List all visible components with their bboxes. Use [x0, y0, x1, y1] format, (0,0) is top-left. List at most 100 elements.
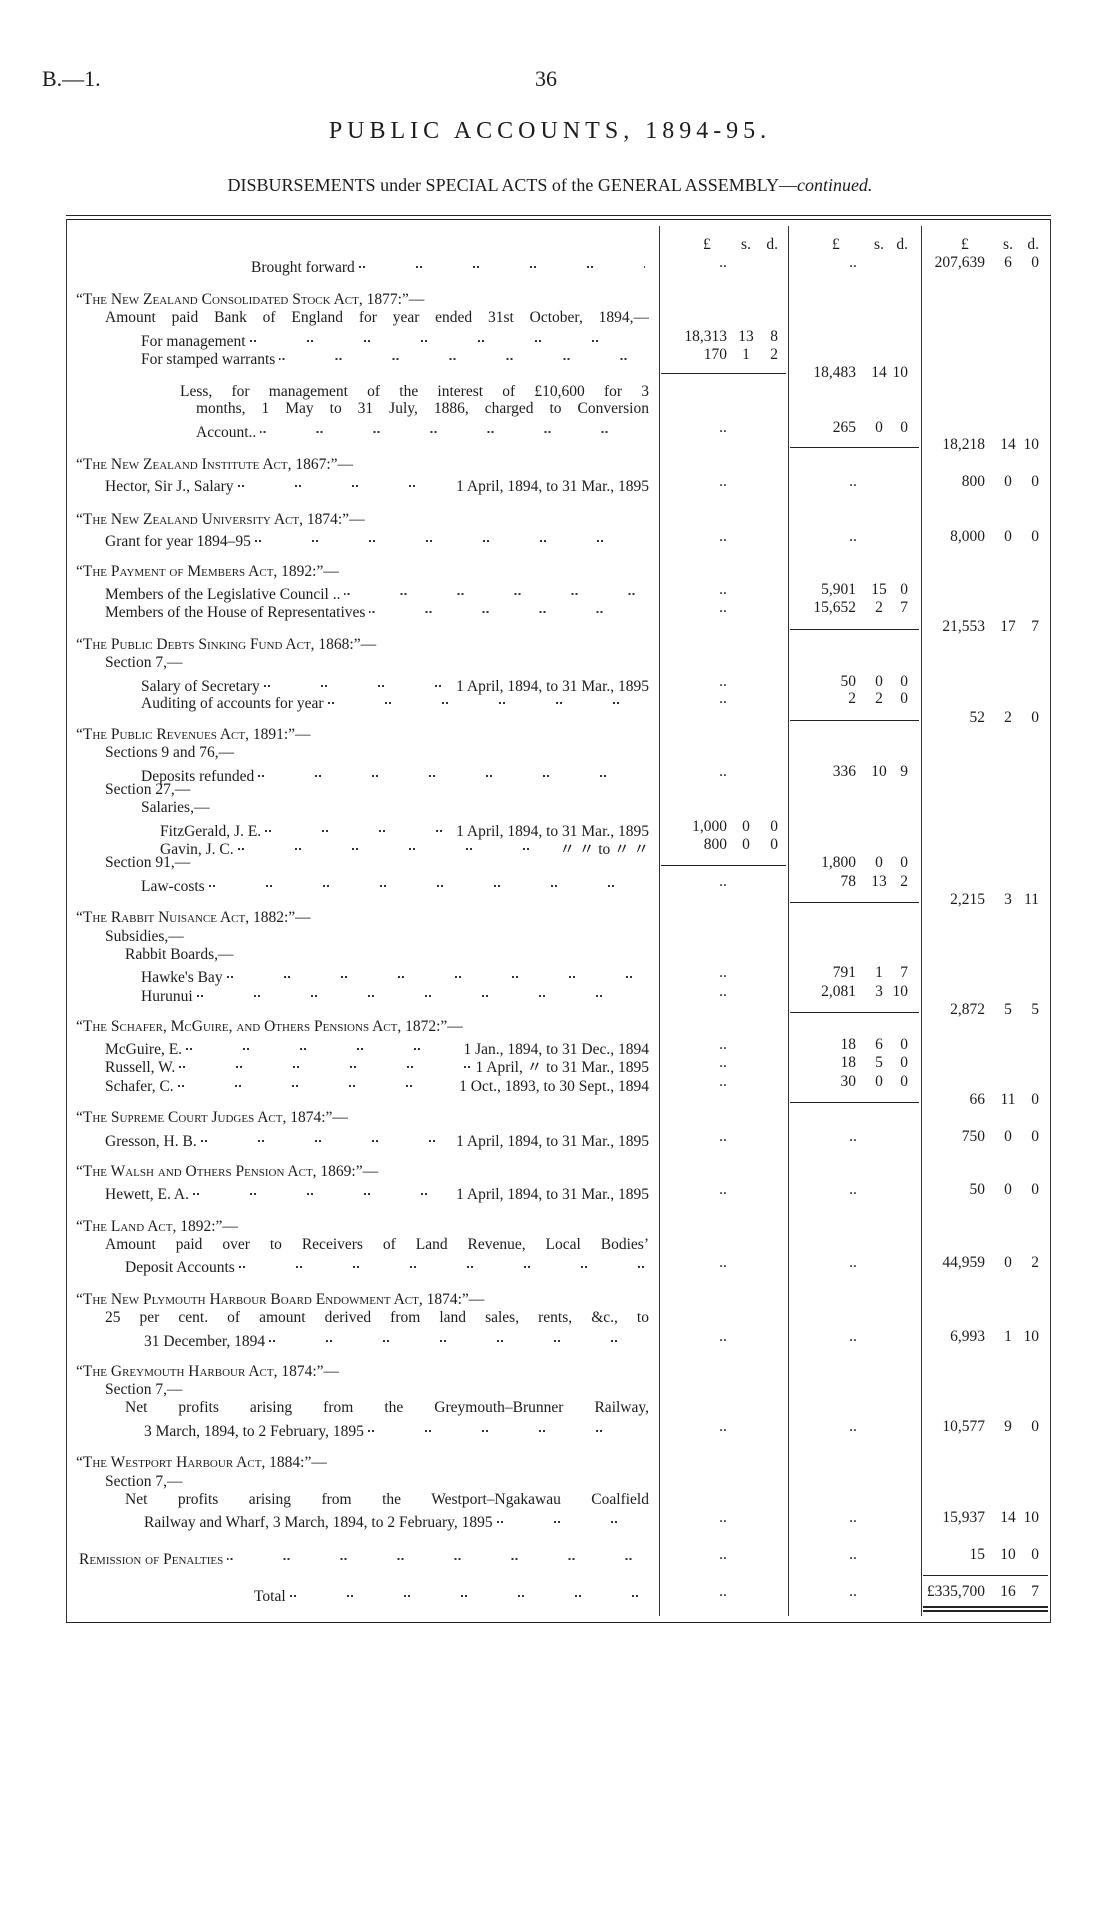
empty-amount-dots: .. [849, 1254, 857, 1271]
amount-pence: 0 [900, 854, 908, 871]
amount-pence: 0 [900, 1073, 908, 1090]
amount-pounds: 15,937 [942, 1509, 985, 1526]
amount-shillings: 0 [742, 818, 750, 835]
amount-shillings: 10 [1000, 1546, 1016, 1563]
amount-shillings: 0 [742, 836, 750, 853]
row-label: Total [254, 1588, 286, 1605]
row-label: Amount paid Bank of England for year end… [105, 309, 649, 326]
amount-pounds: 18,218 [942, 436, 985, 453]
empty-amount-dots: .. [719, 599, 727, 616]
row-label: “The Payment of Members Act, 1892:”— [76, 563, 339, 580]
pence-header: d. [1027, 236, 1039, 253]
subtotal-rule [923, 1575, 1048, 1576]
amount-pence: 0 [900, 1036, 908, 1053]
amount-pounds: 30 [840, 1073, 857, 1090]
table-left-border [66, 219, 67, 1622]
row-label: Law-costs [141, 878, 205, 895]
amount-pounds: £335,700 [926, 1583, 985, 1600]
row-label: “The Rabbit Nuisance Act, 1882:”— [76, 909, 311, 926]
act-heading: “The Supreme Court Judges Act, 1874:”— [76, 1109, 649, 1127]
amount-pounds: 5,901 [821, 581, 856, 598]
dot-leader [369, 599, 645, 617]
subtotal-rule [661, 865, 786, 866]
amount-shillings: 0 [1004, 1181, 1012, 1198]
amount-shillings: 6 [875, 1036, 883, 1053]
dot-leader [177, 1073, 456, 1091]
row-label: “The Schafer, McGuire, and Others Pensio… [76, 1018, 463, 1035]
act-heading: “The Public Revenues Act, 1891:”— [76, 726, 649, 744]
total-double-rule [923, 1606, 1048, 1608]
row-description: Members of the Legislative Council .. [105, 581, 649, 603]
amount-shillings: 1 [742, 346, 750, 363]
table-top-rule [66, 215, 1051, 216]
amount-shillings: 0 [875, 673, 883, 690]
row-description: Remission of Penalties [79, 1546, 649, 1568]
amount-pence: 0 [1031, 1418, 1039, 1435]
amount-shillings: 3 [875, 983, 883, 1000]
amount-pounds: 2,081 [821, 983, 856, 1000]
pound-header: £ [703, 236, 711, 253]
row-label: Section 7,— [105, 654, 183, 671]
amount-pence: 0 [1031, 1091, 1039, 1108]
amount-shillings: 16 [1000, 1583, 1016, 1600]
row-label: Brought forward [251, 259, 355, 276]
row-period: 1 April, 1894, to 31 Mar., 1895 [456, 1133, 649, 1150]
empty-amount-dots: .. [719, 983, 727, 1000]
row-label: “The New Zealand Institute Act, 1867:”— [76, 456, 354, 473]
dot-leader [265, 818, 453, 836]
amount-pence: 0 [900, 690, 908, 707]
dot-leader [192, 1181, 453, 1199]
row-description: FitzGerald, J. E. 1 April, 1894, to 31 Ma… [160, 818, 649, 840]
row-label: Gresson, H. B. [105, 1133, 197, 1150]
total-label: Total [254, 1583, 649, 1605]
pound-header: £ [832, 236, 840, 253]
page-subtitle: DISBURSEMENTS under SPECIAL ACTS of the … [0, 175, 1100, 196]
dot-leader [258, 763, 645, 781]
row-label: Deposit Accounts [125, 1259, 235, 1276]
amount-pounds: 8,000 [950, 528, 985, 545]
amount-pence: 0 [770, 836, 778, 853]
pence-header: d. [766, 236, 778, 253]
shilling-header: s. [874, 236, 884, 253]
amount-pounds: 2,215 [950, 891, 985, 908]
amount-pounds: 66 [969, 1091, 986, 1108]
amount-pounds: 791 [832, 964, 856, 981]
dot-leader [237, 473, 453, 491]
row-description: McGuire, E. 1 Jan., 1894, to 31 Dec., 189… [105, 1036, 649, 1058]
row-label: Hurunui [141, 988, 193, 1005]
amount-pounds: 170 [703, 346, 727, 363]
row-period: 1 April, 1894, to 31 Mar., 1895 [456, 823, 649, 840]
amount-shillings: 2 [1004, 709, 1012, 726]
empty-amount-dots: .. [719, 1583, 727, 1600]
row-description: Gavin, J. C. 〃 〃 to 〃 〃 [160, 836, 649, 858]
act-heading: “The Payment of Members Act, 1892:”— [76, 563, 649, 581]
amount-pounds: 44,959 [942, 1254, 985, 1271]
dot-leader [227, 1546, 645, 1564]
row-description: Subsidies,— [105, 928, 649, 946]
act-heading: “The Land Act, 1892:”— [76, 1218, 649, 1236]
dot-leader [237, 836, 556, 854]
dot-leader [496, 1509, 645, 1527]
empty-amount-dots: .. [849, 254, 857, 271]
amount-pence: 10 [892, 364, 909, 381]
amount-pence: 0 [900, 581, 908, 598]
empty-amount-dots: .. [849, 1128, 857, 1145]
row-label: “The New Zealand University Act, 1874:”— [76, 511, 365, 528]
amount-pence: 5 [1031, 1001, 1039, 1018]
amount-shillings: 1 [1004, 1328, 1012, 1345]
row-description: Hewett, E. A. 1 April, 1894, to 31 Mar., … [105, 1181, 649, 1203]
amount-pence: 7 [1031, 618, 1039, 635]
amount-shillings: 9 [1004, 1418, 1012, 1435]
row-description: Amount paid over to Receivers of Land Re… [105, 1236, 649, 1254]
amount-pounds: 50 [840, 673, 857, 690]
row-description: Section 91,— [105, 854, 649, 872]
empty-amount-dots: .. [849, 473, 857, 490]
amount-pounds: 18 [840, 1036, 857, 1053]
row-description: 31 December, 1894 [144, 1328, 649, 1350]
row-label: For stamped warrants [141, 351, 276, 368]
dot-leader [200, 1128, 453, 1146]
act-heading: “The New Zealand University Act, 1874:”— [76, 511, 649, 529]
row-period: 〃 〃 to 〃 〃 [559, 841, 649, 858]
amount-shillings: 10 [871, 763, 887, 780]
empty-amount-dots: .. [719, 1328, 727, 1345]
